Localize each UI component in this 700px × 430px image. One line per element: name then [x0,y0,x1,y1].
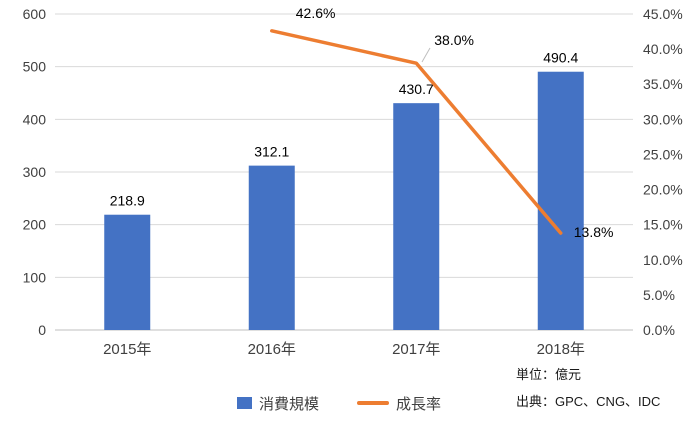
left-axis-tick-label: 400 [23,111,47,127]
x-axis-category-label: 2018年 [537,341,585,358]
line-data-label: 38.0% [434,32,474,48]
line-data-label: 42.6% [296,5,336,21]
right-axis-tick-label: 40.0% [643,41,683,57]
bar [248,165,295,330]
line-data-label: 13.8% [574,224,614,240]
growth-rate-line [270,29,563,235]
chart-notes: 単位：億元 出典：GPC、CNG、IDC [516,361,696,416]
bar-data-label: 312.1 [254,144,289,160]
left-axis-tick-label: 300 [23,164,47,180]
right-axis-tick-label: 5.0% [643,287,675,303]
right-axis-tick-label: 0.0% [643,322,675,338]
right-axis-tick-label: 10.0% [643,252,683,268]
x-axis-category-label: 2017年 [392,341,440,358]
unit-note: 単位：億元 [516,367,582,382]
right-axis-tick-label: 30.0% [643,111,683,127]
right-axis-tick-label: 15.0% [643,217,683,233]
source-note: 出典：GPC、CNG、IDC [516,394,661,410]
right-axis-tick-label: 25.0% [643,146,683,162]
left-axis-tick-label: 600 [23,6,47,22]
right-axis-tick-label: 20.0% [643,182,683,198]
bar [537,71,584,331]
bar-data-label: 218.9 [110,193,145,209]
label-leader-line [421,47,431,63]
x-axis-category-label: 2015年 [103,341,151,358]
right-axis-tick-label: 45.0% [643,6,683,22]
left-axis-tick-label: 500 [23,59,47,75]
bar-data-label: 490.4 [543,50,578,66]
bar [104,214,151,330]
left-axis-tick-label: 200 [23,217,47,233]
right-axis-tick-label: 35.0% [643,76,683,92]
left-axis-tick-label: 100 [23,269,47,285]
x-axis-category-label: 2016年 [248,341,296,358]
bar [393,103,440,330]
bar-data-label: 430.7 [399,81,434,97]
left-axis-tick-label: 0 [38,322,46,338]
